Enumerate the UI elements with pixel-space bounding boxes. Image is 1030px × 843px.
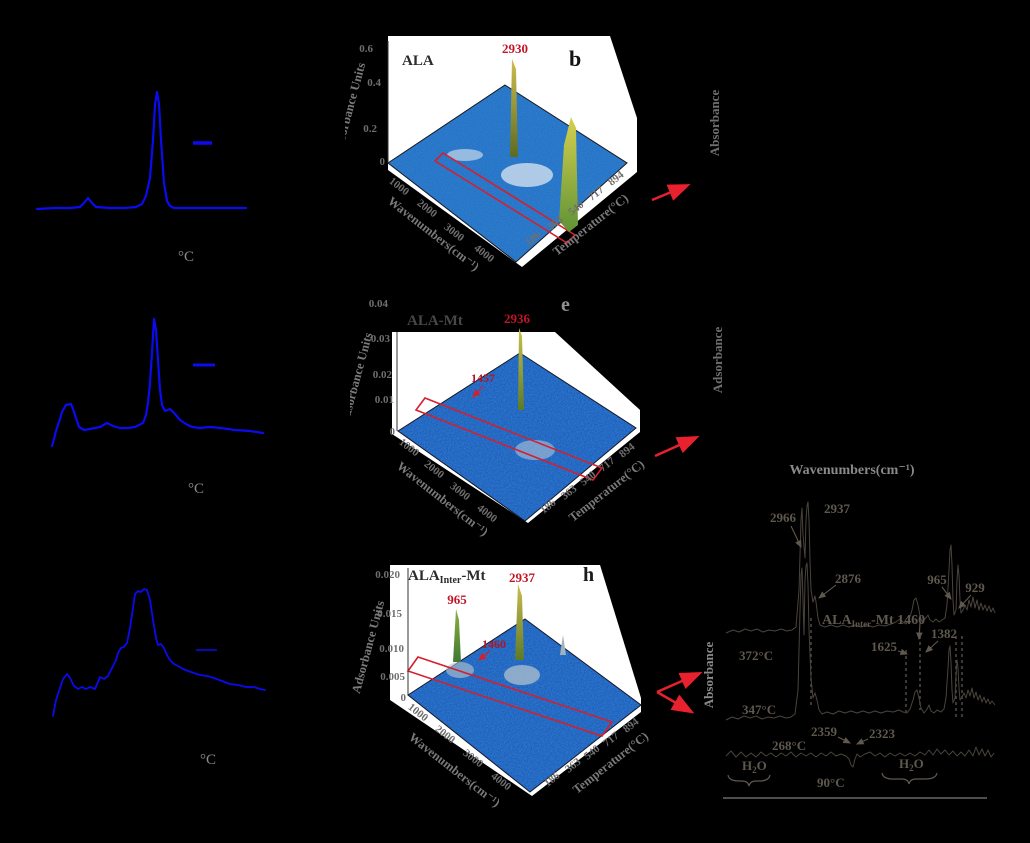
peak-label-965: 965	[927, 572, 947, 587]
panel-3d-ala-inter-mt: 0.020 0.015 0.010 0.005 0 Adsorbance Uni…	[350, 564, 651, 810]
y-tick: 0.2	[363, 123, 377, 135]
peak-label-1460: 1460	[482, 637, 506, 651]
y-axis-label: Absorbance	[701, 642, 716, 709]
underbrace-icon	[881, 772, 938, 785]
surface-minor-peak	[560, 635, 566, 655]
pointer-arrow	[916, 622, 923, 641]
y-tick: 0.010	[379, 643, 404, 655]
peak-label-2359: 2359	[811, 724, 838, 739]
surface-highlight	[447, 149, 483, 161]
surface-spike-2937	[515, 584, 524, 660]
peak-label-1625: 1625	[871, 639, 898, 654]
x-unit-label: °C	[200, 752, 216, 768]
panel-gs-bottom: °C	[52, 588, 266, 768]
panel-gs-top: °C	[35, 90, 248, 265]
spectrum-347C	[725, 562, 996, 721]
y-tick: 0.04	[369, 298, 389, 310]
pointer-arrow	[790, 525, 802, 548]
sample-label: ALAInter-Mt 1460	[822, 613, 925, 629]
h2o-region-label: H2O	[742, 758, 767, 775]
sample-label: ALA-Mt	[407, 313, 463, 329]
panel-letter: h	[583, 564, 594, 586]
gs-curve	[52, 588, 266, 717]
peak-pointer-arrow	[472, 385, 484, 398]
pointer-arrow	[818, 584, 837, 599]
peak-label-1457: 1457	[471, 371, 495, 385]
h2o-region-label: H2O	[899, 756, 924, 773]
y-tick: 0	[380, 156, 386, 168]
red-arrow-top	[651, 184, 691, 202]
y-tick: 0.015	[377, 608, 402, 620]
surface-spike-965	[453, 609, 461, 662]
gs-curve	[35, 90, 248, 211]
sample-label: ALAInter-Mt	[408, 568, 486, 586]
peak-label-2937: 2937	[509, 570, 536, 585]
red-arrow-bottom-up	[656, 671, 703, 694]
peak-label-2323: 2323	[869, 726, 896, 741]
panel-letter: e	[561, 294, 570, 316]
peak-label-2937: 2937	[824, 501, 851, 516]
y-tick: 0.01	[375, 394, 394, 406]
surface-spike-2936	[518, 328, 524, 410]
peak-label-1382: 1382	[931, 626, 957, 641]
temp-label-268: 268°C	[772, 738, 806, 753]
highlight-band-outline	[433, 151, 577, 245]
peak-label-2936: 2936	[504, 311, 531, 326]
surface-highlight	[446, 662, 474, 678]
temp-label-372: 372°C	[739, 648, 773, 663]
peak-label-2876: 2876	[835, 571, 862, 586]
surface-highlight	[504, 665, 540, 685]
highlight-band-outline	[406, 656, 614, 737]
peak-label-2966: 2966	[770, 510, 797, 525]
surface-noise	[398, 353, 636, 521]
pointer-arrow	[941, 586, 952, 600]
adsorbance-axis-label-middle: Adsorbance	[710, 326, 725, 394]
y-tick: 0	[401, 692, 407, 704]
surface-noise	[408, 619, 641, 792]
temp-label-90: 90°C	[817, 775, 845, 790]
y-tick: 0.020	[375, 569, 400, 581]
x-axis-title: Wavenumbers(cm⁻¹)	[789, 463, 914, 478]
red-arrow-middle	[654, 435, 700, 458]
pointer-arrow	[855, 738, 869, 745]
x-unit-label: °C	[188, 481, 204, 497]
panel-3d-ala-mt: 0.04 0.03 0.02 0.01 0 Adsorbance Units 1…	[350, 294, 647, 539]
pointer-arrow	[958, 594, 972, 609]
pointer-arrow	[897, 648, 909, 656]
underbrace-icon	[727, 774, 771, 787]
y-tick: 0	[390, 426, 396, 438]
pointer-arrow	[837, 736, 851, 744]
sample-label: ALA	[402, 53, 434, 69]
gs-curve	[50, 317, 265, 448]
y-tick: 0.6	[359, 43, 373, 55]
absorbance-axis-label-top: Absorbance	[707, 89, 722, 157]
temp-label-347: 347°C	[742, 702, 776, 717]
peak-label-929: 929	[965, 580, 985, 595]
highlight-band-outline	[414, 397, 604, 481]
surface-spike-2930	[510, 59, 518, 157]
y-tick: 0.03	[371, 333, 391, 345]
surface-ridge	[559, 117, 578, 232]
peak-label-2930: 2930	[502, 41, 528, 56]
x-unit-label: °C	[178, 249, 194, 265]
pointer-arrow	[925, 640, 939, 653]
y-axis-label: Adsorbance Units	[350, 331, 375, 427]
panel-letter: b	[569, 46, 581, 71]
panel-spectra: Wavenumbers(cm⁻¹) Absorbance 2966 2937 2…	[701, 463, 996, 799]
spectrum-268C	[725, 746, 995, 768]
y-tick: 0.005	[380, 671, 405, 683]
spectrum-372C	[725, 501, 996, 634]
peak-pointer-arrow	[478, 650, 491, 661]
peak-label-965: 965	[447, 592, 467, 607]
surface-highlight	[501, 163, 553, 187]
y-tick: 0.02	[373, 369, 393, 381]
red-arrow-bottom-down	[656, 690, 695, 714]
y-tick: 0.4	[367, 77, 381, 89]
panel-gs-middle: °C	[50, 317, 265, 497]
y-axis-label: Adsorbance Units	[345, 61, 368, 157]
panel-3d-ala: 0.6 0.4 0.2 0 Adsorbance Units 1000 2000…	[345, 36, 637, 274]
